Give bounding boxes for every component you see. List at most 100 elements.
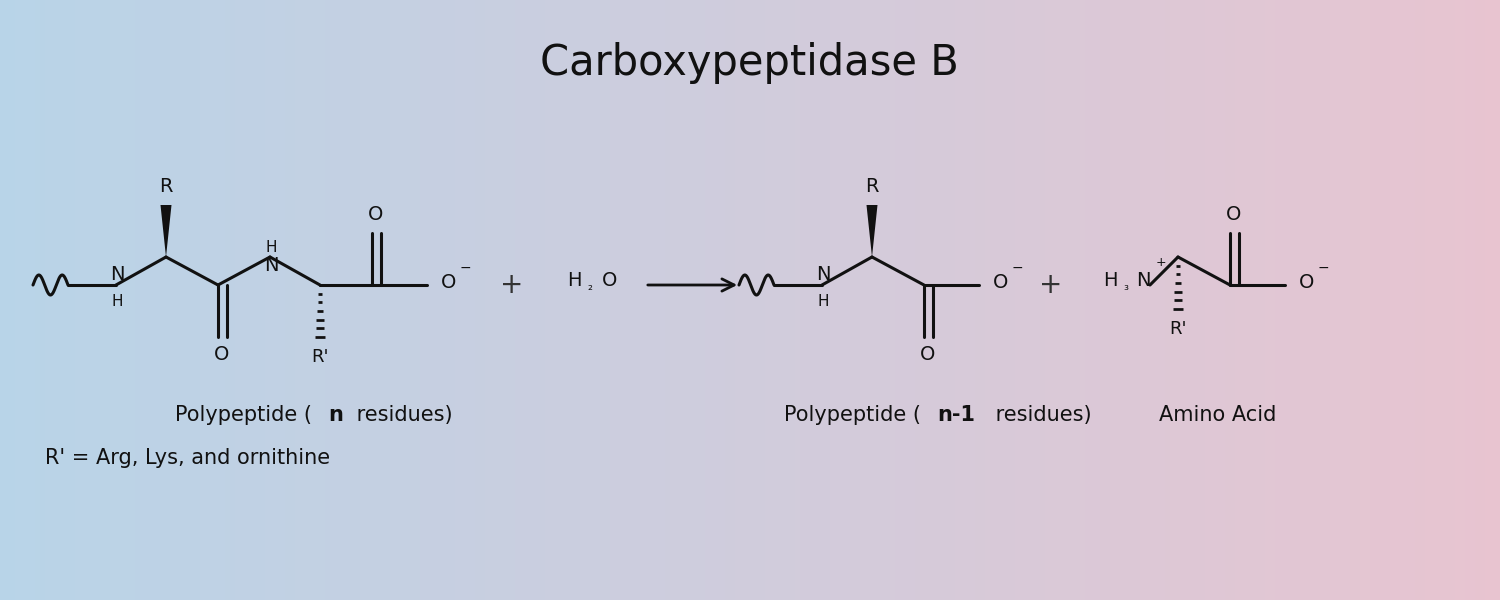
Bar [626, 0, 634, 600]
Bar [1040, 0, 1050, 600]
Bar [285, 0, 296, 600]
Bar [514, 0, 525, 600]
Bar [1084, 0, 1095, 600]
Bar [206, 0, 214, 600]
Bar [230, 0, 240, 600]
Bar [1125, 0, 1136, 600]
Bar [900, 0, 910, 600]
Bar [416, 0, 424, 600]
Bar [660, 0, 670, 600]
Bar [1196, 0, 1204, 600]
Bar [1155, 0, 1166, 600]
Bar [844, 0, 855, 600]
Bar [1390, 0, 1400, 600]
Bar [1365, 0, 1376, 600]
Bar [1474, 0, 1485, 600]
Bar [1290, 0, 1300, 600]
Bar [890, 0, 900, 600]
Bar [1430, 0, 1440, 600]
Bar [440, 0, 450, 600]
Text: +: + [1156, 257, 1167, 269]
Bar [244, 0, 255, 600]
Bar [1140, 0, 1150, 600]
Text: O: O [1227, 205, 1242, 224]
Bar [945, 0, 956, 600]
Bar [960, 0, 970, 600]
Text: H: H [266, 239, 276, 254]
Bar [1180, 0, 1190, 600]
Bar [480, 0, 490, 600]
Bar [251, 0, 260, 600]
Bar [90, 0, 101, 600]
Bar [1280, 0, 1290, 600]
Bar [255, 0, 266, 600]
Bar [350, 0, 360, 600]
Bar [920, 0, 930, 600]
Bar [1466, 0, 1474, 600]
Bar [100, 0, 109, 600]
Text: n: n [328, 405, 344, 425]
Bar [1256, 0, 1264, 600]
Bar [405, 0, 416, 600]
Bar [570, 0, 580, 600]
Bar [1406, 0, 1414, 600]
Text: O: O [921, 346, 936, 365]
Bar [1215, 0, 1225, 600]
Bar [1080, 0, 1090, 600]
Text: O: O [214, 346, 230, 365]
Bar [746, 0, 754, 600]
Bar [910, 0, 920, 600]
Bar [964, 0, 975, 600]
Bar [40, 0, 50, 600]
Bar [1340, 0, 1350, 600]
Bar [560, 0, 570, 600]
Bar [874, 0, 885, 600]
Bar [1400, 0, 1410, 600]
Bar [460, 0, 470, 600]
Text: N: N [816, 265, 831, 284]
Bar [446, 0, 454, 600]
Bar [596, 0, 604, 600]
Bar [1050, 0, 1060, 600]
Bar [986, 0, 994, 600]
Bar [650, 0, 660, 600]
Bar [1070, 0, 1080, 600]
Bar [400, 0, 410, 600]
Bar [705, 0, 716, 600]
Bar [1106, 0, 1114, 600]
Bar [700, 0, 709, 600]
Bar [1316, 0, 1324, 600]
Bar [195, 0, 206, 600]
Bar [1110, 0, 1120, 600]
Bar [664, 0, 675, 600]
Text: −: − [1013, 261, 1023, 275]
Bar [1450, 0, 1460, 600]
Bar [1485, 0, 1496, 600]
Bar [1234, 0, 1245, 600]
Bar [754, 0, 765, 600]
Bar [150, 0, 160, 600]
Bar [484, 0, 495, 600]
Bar [830, 0, 840, 600]
Bar [1294, 0, 1305, 600]
Bar [1166, 0, 1174, 600]
Bar [1305, 0, 1316, 600]
Bar [260, 0, 270, 600]
Bar [1300, 0, 1310, 600]
Bar [146, 0, 154, 600]
Bar [370, 0, 380, 600]
Bar [806, 0, 814, 600]
Bar [536, 0, 544, 600]
Bar [170, 0, 180, 600]
Bar [825, 0, 836, 600]
Bar [1490, 0, 1500, 600]
Bar [140, 0, 150, 600]
Bar [1455, 0, 1466, 600]
Bar [1220, 0, 1230, 600]
Bar [465, 0, 476, 600]
Bar [566, 0, 574, 600]
Bar [86, 0, 94, 600]
Bar [200, 0, 210, 600]
Bar [784, 0, 795, 600]
Text: O: O [441, 274, 456, 292]
